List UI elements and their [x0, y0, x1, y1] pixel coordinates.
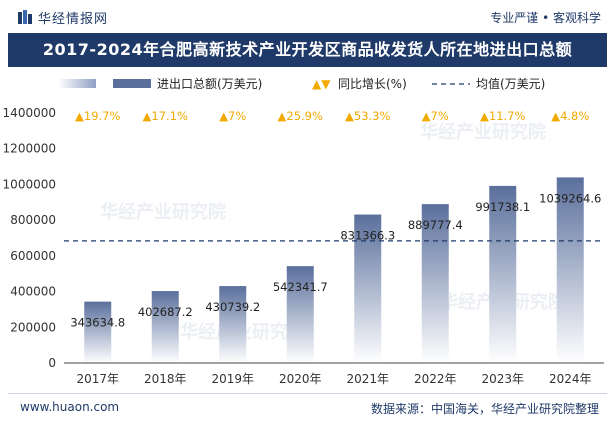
- bar: [354, 214, 382, 363]
- footer-source: 数据来源：中国海关，华经产业研究院整理: [370, 402, 599, 416]
- y-tick-label: 200000: [10, 320, 56, 334]
- footer-website: www.huaon.com: [20, 400, 120, 414]
- legend-mean-label: 均值(万美元): [476, 76, 545, 91]
- y-tick-label: 1000000: [3, 177, 56, 191]
- y-tick-label: 400000: [10, 285, 56, 299]
- bar-value-label: 402687.2: [138, 305, 193, 319]
- watermark-text: 华经产业研究院: [420, 121, 546, 143]
- y-axis: 0 200000 400000 600000 800000 1000000 1200000 1…: [3, 106, 56, 370]
- yoy-label: ▲53.3%: [345, 109, 390, 123]
- bar-value-label: 889777.4: [408, 218, 463, 232]
- yoy-label: ▲4.8%: [551, 109, 589, 123]
- x-tick-label: 2022年: [414, 372, 457, 386]
- legend-yoy-marker-icon: ▲▼: [312, 77, 331, 91]
- brand-name: 华经情报网: [38, 12, 109, 27]
- legend-bar-label: 进出口总额(万美元): [157, 77, 262, 91]
- y-tick-label: 0: [48, 356, 56, 370]
- x-tick-label: 2021年: [346, 372, 389, 386]
- yoy-label: ▲7%: [219, 109, 246, 123]
- yoy-label: ▲11.7%: [480, 109, 525, 123]
- bar-value-label: 831366.3: [340, 229, 395, 243]
- chart-area: 进出口总额(万美元) ▲▼ 同比增长(%) 均值(万美元) 华经产业研究院 华经…: [3, 76, 604, 386]
- bar: [219, 286, 247, 363]
- x-tick-label: 2017年: [76, 372, 119, 386]
- yoy-label: ▲7%: [422, 109, 449, 123]
- top-bar: 华经情报网 专业严谨 • 客观科学: [0, 0, 615, 33]
- bar: [421, 204, 449, 363]
- bar: [556, 177, 584, 363]
- x-tick-label: 2020年: [279, 372, 322, 386]
- y-tick-label: 600000: [10, 249, 56, 263]
- bar: [84, 301, 112, 363]
- bar: [489, 185, 517, 363]
- footer-divider: [8, 393, 607, 394]
- bar-value-label: 991738.1: [475, 200, 530, 214]
- yoy-label: ▲19.7%: [75, 109, 120, 123]
- legend-gradient-swatch: [58, 79, 96, 88]
- chart-title: 2017-2024年合肥高新技术产业开发区商品收发货人所在地进出口总额: [8, 33, 607, 67]
- y-tick-label: 1400000: [3, 106, 56, 120]
- yoy-label: ▲17.1%: [143, 109, 188, 123]
- bar-value-label: 430739.2: [205, 300, 260, 314]
- bar: [286, 266, 314, 363]
- legend-bar-swatch: [113, 79, 151, 88]
- legend-yoy-label: 同比增长(%): [338, 77, 407, 91]
- y-tick-label: 1200000: [3, 142, 56, 156]
- x-tick-label: 2019年: [211, 372, 254, 386]
- yoy-series: ▲19.7% ▲17.1% ▲7% ▲25.9% ▲53.3% ▲7% ▲11.7% ▲4.8…: [75, 109, 589, 123]
- bar-value-label: 542341.7: [273, 280, 328, 294]
- watermark-text: 华经产业研究院: [100, 201, 226, 223]
- x-tick-label: 2018年: [144, 372, 187, 386]
- y-tick-label: 800000: [10, 213, 56, 227]
- x-axis: 2017年 2018年 2019年 2020年 2021年 2022年 2023年 2024年: [76, 372, 591, 386]
- legend: 进出口总额(万美元) ▲▼ 同比增长(%) 均值(万美元): [58, 76, 545, 91]
- yoy-label: ▲25.9%: [278, 109, 323, 123]
- bar-value-label: 1039264.6: [539, 191, 601, 205]
- x-tick-label: 2024年: [549, 372, 592, 386]
- tagline: 专业严谨 • 客观科学: [490, 11, 601, 25]
- bar-value-label: 343634.8: [70, 316, 125, 330]
- huajing-logo-icon: [18, 10, 32, 24]
- bar: [151, 291, 179, 363]
- bar-series: 343634.8 402687.2 430739.2 542341.7 831366.3…: [70, 177, 601, 363]
- x-tick-label: 2023年: [481, 372, 524, 386]
